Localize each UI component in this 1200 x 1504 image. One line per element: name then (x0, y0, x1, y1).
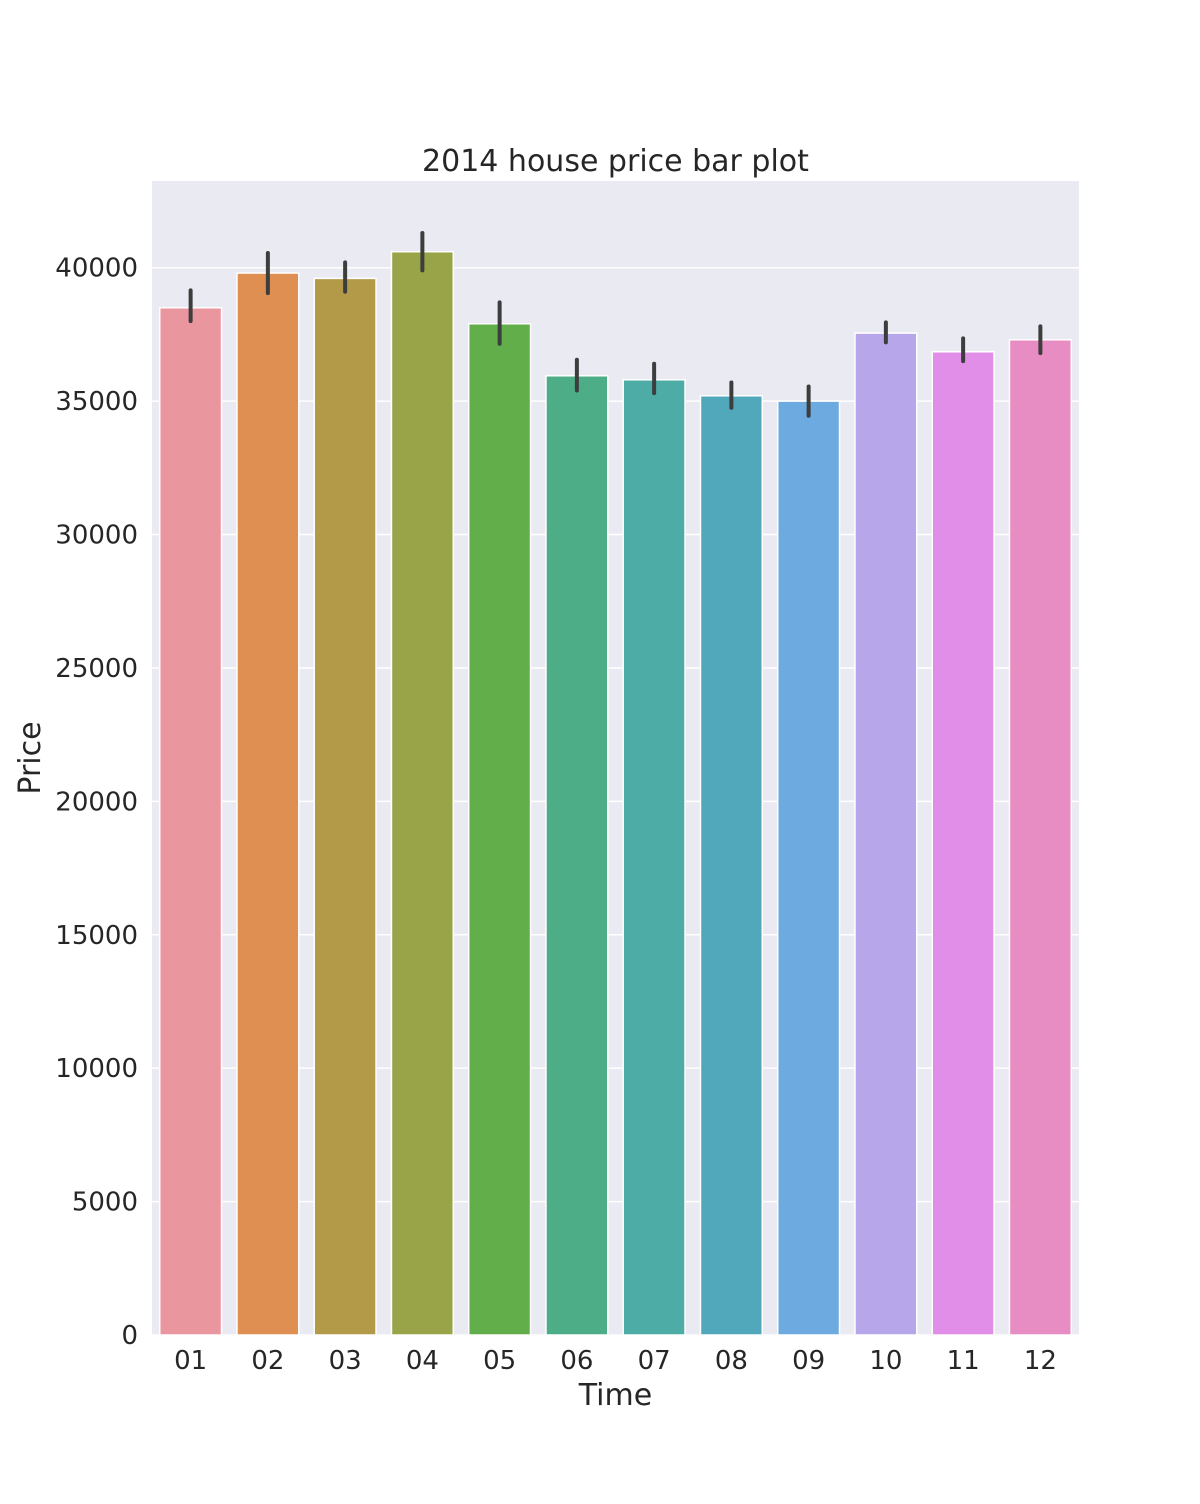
y-tick-label: 15000 (55, 921, 138, 951)
y-tick-label: 25000 (55, 654, 138, 684)
y-tick-label: 40000 (55, 254, 138, 284)
bar-10 (854, 332, 918, 1336)
x-tick-label: 07 (638, 1346, 671, 1376)
y-tick-label: 30000 (55, 521, 138, 551)
x-tick-label: 11 (947, 1346, 980, 1376)
bar-03 (313, 277, 377, 1336)
x-tick-label: 03 (329, 1346, 362, 1376)
bar-05 (467, 322, 532, 1336)
bar-01 (158, 306, 223, 1336)
x-axis-ticks: 01 02 03 04 05 06 07 08 09 10 11 12 (174, 1346, 1057, 1376)
bar-08 (699, 395, 764, 1336)
bar-02 (236, 272, 300, 1336)
x-tick-label: 08 (715, 1346, 748, 1376)
bar-12 (1008, 339, 1073, 1336)
x-tick-label: 09 (792, 1346, 825, 1376)
bar-06 (545, 375, 609, 1336)
bar-11 (931, 351, 995, 1336)
x-tick-label: 12 (1024, 1346, 1057, 1376)
y-tick-label: 10000 (55, 1054, 138, 1084)
bar-09 (776, 400, 841, 1336)
y-tick-label: 20000 (55, 787, 138, 817)
x-tick-label: 06 (560, 1346, 593, 1376)
y-axis-ticks: 0 5000 10000 15000 20000 25000 30000 35000 40000 (55, 254, 138, 1351)
x-tick-label: 05 (483, 1346, 516, 1376)
x-tick-label: 04 (406, 1346, 439, 1376)
x-tick-label: 10 (869, 1346, 902, 1376)
y-tick-label: 35000 (55, 387, 138, 417)
bar-04 (390, 250, 455, 1336)
chart-title: 2014 house price bar plot (422, 144, 809, 179)
bar-07 (622, 379, 686, 1336)
x-tick-label: 01 (174, 1346, 207, 1376)
y-tick-label: 0 (121, 1321, 138, 1351)
gridlines (152, 266, 1079, 1336)
y-tick-label: 5000 (72, 1188, 138, 1218)
x-tick-label: 02 (251, 1346, 284, 1376)
error-bars (188, 231, 1043, 418)
x-axis-label: Time (578, 1378, 652, 1413)
y-axis-label: Price (13, 721, 48, 794)
bars (158, 250, 1073, 1336)
plot-background (152, 181, 1079, 1335)
